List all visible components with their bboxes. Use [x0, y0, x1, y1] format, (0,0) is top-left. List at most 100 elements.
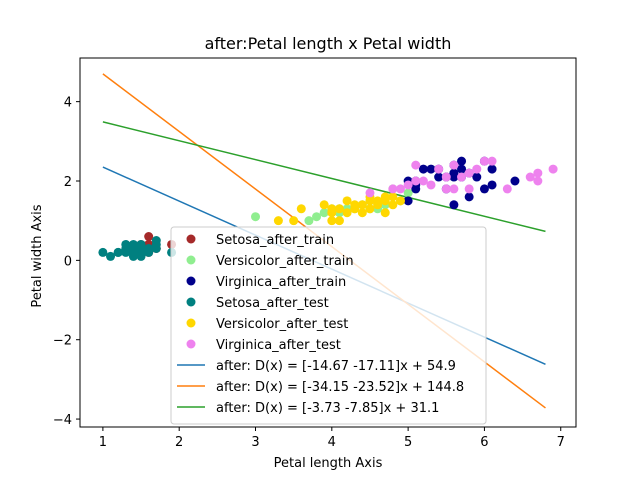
- x-tick-label: 1: [99, 435, 107, 450]
- virginica-after-test-point: [457, 172, 467, 182]
- virginica-after-train-point: [487, 164, 497, 174]
- legend-label: Setosa_after_train: [216, 233, 334, 248]
- x-axis-label: Petal length Axis: [274, 456, 383, 471]
- legend-marker: [186, 297, 196, 307]
- x-tick-label: 2: [175, 435, 183, 450]
- y-axis-label: Petal width Axis: [30, 204, 45, 307]
- axes-frame: [79, 57, 577, 428]
- virginica-after-test-point: [418, 176, 428, 186]
- setosa-after-test-point: [151, 243, 161, 253]
- versicolor-after-test-point: [388, 200, 398, 210]
- legend-marker: [186, 318, 196, 328]
- y-tick-label: −2: [53, 334, 72, 349]
- virginica-after-train-point: [464, 192, 474, 202]
- versicolor-after-test-point: [342, 196, 352, 206]
- legend: Setosa_after_train Versicolor_after_train…: [170, 226, 487, 425]
- legend-marker: [186, 339, 196, 349]
- setosa-after-test-point: [136, 251, 146, 261]
- setosa-after-test-point: [136, 243, 146, 253]
- versicolor-after-test-point: [327, 216, 337, 226]
- versicolor-after-test-point: [373, 196, 383, 206]
- versicolor-after-test-point: [296, 204, 306, 214]
- versicolor-after-test-point: [350, 200, 360, 210]
- y-tick-label: −4: [53, 413, 72, 428]
- x-tick-label: 3: [251, 435, 259, 450]
- virginica-after-test-point: [479, 156, 489, 166]
- setosa-after-test-point: [106, 251, 116, 261]
- virginica-after-train-point: [403, 196, 413, 206]
- versicolor-after-test-point: [273, 216, 283, 226]
- y-tick-label: 2: [64, 175, 72, 190]
- virginica-after-train-point: [457, 164, 467, 174]
- versicolor-after-test-point: [327, 204, 337, 214]
- virginica-after-test-point: [411, 160, 421, 170]
- virginica-after-train-point: [487, 180, 497, 190]
- virginica-after-test-point: [388, 184, 398, 194]
- virginica-after-test-point: [449, 184, 459, 194]
- virginica-after-train-point: [426, 164, 436, 174]
- virginica-after-train-point: [449, 200, 459, 210]
- legend-box: [170, 226, 487, 425]
- virginica-after-test-point: [449, 160, 459, 170]
- virginica-after-test-point: [502, 184, 512, 194]
- virginica-after-test-point: [434, 164, 444, 174]
- versicolor-after-test-point: [342, 208, 352, 218]
- virginica-after-train-point: [449, 172, 459, 182]
- plot-area: [98, 73, 558, 409]
- versicolor-after-test-point: [388, 192, 398, 202]
- legend-label: Versicolor_after_train: [216, 254, 354, 269]
- virginica-after-test-point: [395, 184, 405, 194]
- chart-title: after:Petal length x Petal width: [205, 34, 452, 53]
- virginica-after-train-point: [479, 184, 489, 194]
- y-axis: −4 −2 0 2 4: [53, 96, 80, 428]
- x-axis: 1 2 3 4 5 6 7: [99, 427, 565, 450]
- legend-marker: [186, 255, 196, 265]
- versicolor-after-test-point: [395, 196, 405, 206]
- versicolor-after-test-point: [289, 216, 299, 226]
- legend-label: after: D(x) = [-34.15 -23.52]x + 144.8: [216, 380, 464, 395]
- y-tick-label: 0: [64, 254, 72, 269]
- setosa-after-test-point: [144, 243, 154, 253]
- virginica-after-test-point: [548, 164, 558, 174]
- legend-label: Virginica_after_test: [216, 338, 341, 353]
- virginica-after-test-point: [487, 156, 497, 166]
- versicolor-after-test-point: [380, 192, 390, 202]
- setosa-after-train-point: [144, 232, 154, 242]
- versicolor-after-test-point: [357, 208, 367, 218]
- virginica-after-test-point: [411, 176, 421, 186]
- x-tick-label: 5: [404, 435, 412, 450]
- virginica-after-train-point: [510, 176, 520, 186]
- legend-label: after: D(x) = [-14.67 -17.11]x + 54.9: [216, 359, 456, 374]
- setosa-after-test-point: [98, 247, 108, 257]
- legend-marker: [186, 276, 196, 286]
- virginica-after-test-point: [426, 180, 436, 190]
- x-tick-label: 7: [557, 435, 565, 450]
- versicolor-after-train-point: [251, 212, 261, 222]
- decision-line-3: [102, 121, 546, 233]
- virginica-after-train-point: [472, 172, 482, 182]
- virginica-after-test-point: [441, 172, 451, 182]
- versicolor-after-test-point: [334, 216, 344, 226]
- virginica-after-train-point: [457, 156, 467, 166]
- virginica-after-test-point: [525, 172, 535, 182]
- setosa-after-test-point: [151, 236, 161, 246]
- setosa-after-test-point: [128, 251, 138, 261]
- y-tick-label: 4: [64, 96, 72, 111]
- versicolor-after-train-point: [312, 212, 322, 222]
- versicolor-after-test-point: [380, 208, 390, 218]
- versicolor-after-test-point: [365, 204, 375, 214]
- virginica-after-test-point: [441, 184, 451, 194]
- versicolor-after-train-point: [319, 208, 329, 218]
- setosa-after-test-point: [121, 243, 131, 253]
- legend-label: Versicolor_after_test: [216, 317, 348, 332]
- versicolor-after-test-point: [334, 204, 344, 214]
- virginica-after-test-point: [464, 184, 474, 194]
- versicolor-after-train-point: [304, 216, 314, 226]
- x-tick-label: 4: [328, 435, 336, 450]
- virginica-after-test-point: [464, 168, 474, 178]
- legend-label: Virginica_after_train: [216, 275, 346, 290]
- setosa-after-test-point: [113, 247, 123, 257]
- virginica-after-test-point: [365, 188, 375, 198]
- legend-label: Setosa_after_test: [216, 296, 329, 311]
